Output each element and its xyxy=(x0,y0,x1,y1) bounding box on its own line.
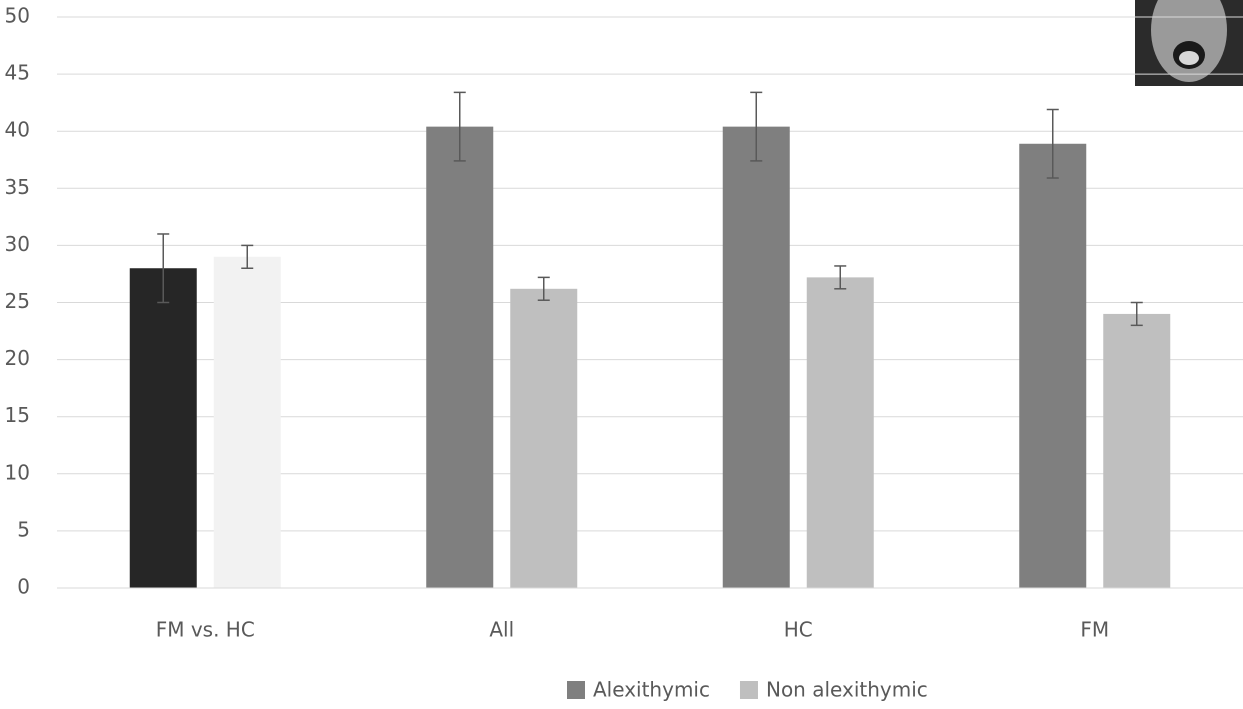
x-tick-label: All xyxy=(489,618,514,642)
y-tick-label: 40 xyxy=(5,118,30,142)
y-tick-label: 25 xyxy=(5,289,30,313)
error-bar xyxy=(537,276,550,301)
legend-swatch xyxy=(739,681,758,699)
bar xyxy=(213,256,281,588)
x-tick-label: FM xyxy=(1080,618,1109,642)
x-tick-label: FM vs. HC xyxy=(156,618,255,642)
y-tick-label: 30 xyxy=(5,232,30,256)
legend-swatch xyxy=(567,681,585,699)
bar xyxy=(426,126,494,588)
legend-label: Alexithymic xyxy=(593,678,710,702)
legend-label: Non alexithymic xyxy=(766,678,928,702)
error-bar xyxy=(453,91,466,162)
y-tick-label: 35 xyxy=(5,175,30,199)
bar xyxy=(1103,313,1171,588)
error-bar xyxy=(750,91,763,162)
y-tick-label: 0 xyxy=(17,575,30,599)
error-bar xyxy=(1046,108,1059,179)
bar xyxy=(806,277,874,588)
bar xyxy=(1019,143,1087,588)
bar xyxy=(129,268,197,588)
face-photo xyxy=(1135,0,1243,86)
error-bar xyxy=(1130,301,1143,327)
y-tick-label: 45 xyxy=(5,61,30,85)
bar xyxy=(722,126,790,588)
y-tick-label: 20 xyxy=(5,346,30,370)
y-tick-label: 15 xyxy=(5,403,30,427)
y-tick-label: 5 xyxy=(17,517,30,541)
bar xyxy=(510,288,578,588)
y-tick-label: 50 xyxy=(5,4,30,28)
error-bar xyxy=(157,233,170,304)
error-bar xyxy=(834,265,847,290)
y-tick-label: 10 xyxy=(5,460,30,484)
x-tick-label: HC xyxy=(784,618,813,642)
error-bar xyxy=(241,244,254,269)
